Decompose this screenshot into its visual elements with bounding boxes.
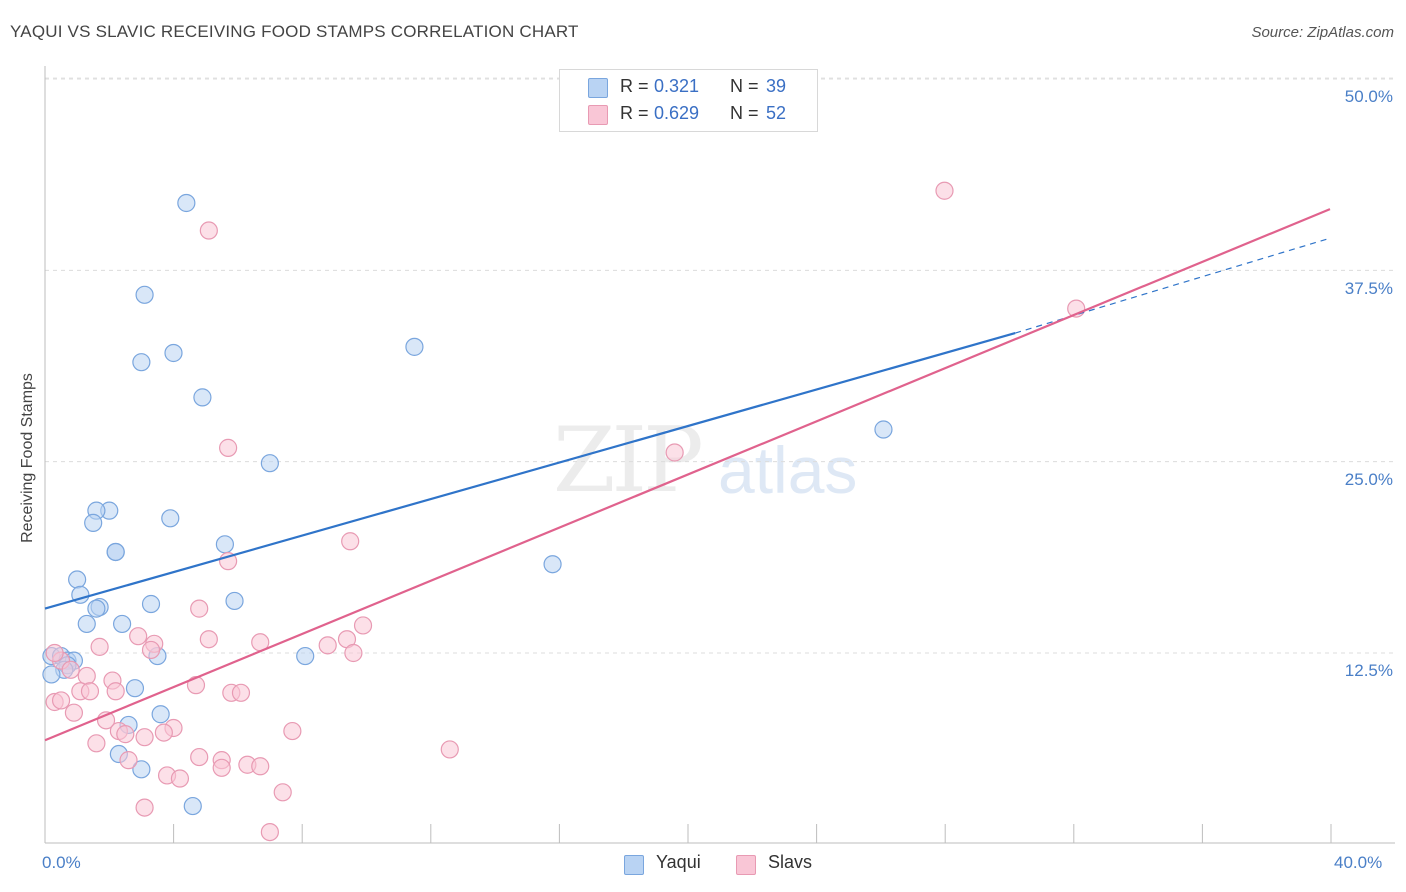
yaqui-point (132, 353, 151, 372)
yaqui-swatch-icon (624, 855, 644, 875)
yaqui-point (296, 646, 315, 666)
slavs-point (116, 725, 135, 744)
slavs-point (135, 728, 154, 747)
yaqui-point (132, 760, 151, 779)
r-label: R = (620, 103, 649, 123)
yaqui-point (68, 570, 87, 589)
slavs-point (61, 660, 80, 679)
slavs-point (231, 683, 251, 702)
yaqui-point (87, 599, 106, 618)
slavs-point (935, 181, 954, 200)
slavs-point (212, 758, 231, 777)
yaqui-point (106, 542, 125, 562)
slavs-point (190, 599, 209, 618)
x-tick-label: 40.0% (1334, 853, 1383, 872)
slavs-point (129, 627, 148, 646)
slavs-point (64, 703, 84, 722)
n-label: N = (730, 103, 759, 123)
slavs-swatch-icon (736, 855, 756, 875)
y-tick-label: 12.5% (1344, 661, 1393, 680)
chart-title: YAQUI VS SLAVIC RECEIVING FOOD STAMPS CO… (10, 22, 579, 41)
n-value: 52 (766, 103, 787, 123)
yaqui-point (177, 193, 196, 213)
slavs-point (90, 637, 109, 656)
watermark-atlas: atlas (718, 433, 858, 507)
slavs-swatch-icon (588, 105, 608, 125)
slavs-point (141, 640, 161, 660)
r-label: R = (620, 76, 649, 96)
slavs-point (251, 757, 270, 776)
yaqui-swatch-icon (588, 78, 608, 98)
yaqui-point (135, 285, 154, 304)
yaqui-point (141, 594, 161, 614)
slavs-point (190, 747, 209, 767)
slavs-point (199, 630, 218, 649)
slavs-point (440, 740, 459, 759)
slavs-point (318, 636, 337, 655)
yaqui-point (215, 535, 234, 554)
n-label: N = (730, 76, 759, 96)
r-value: 0.321 (654, 76, 700, 96)
yaqui-point (84, 513, 103, 532)
slavs-point (260, 822, 279, 842)
yaqui-point (125, 679, 145, 698)
yaqui-point (543, 555, 562, 574)
slavs-point (119, 751, 138, 770)
y-tick-label: 50.0% (1344, 87, 1393, 106)
yaqui-point (77, 614, 96, 634)
slavs-point (283, 721, 302, 741)
slavs-point (344, 643, 363, 663)
slavs-point (353, 616, 373, 635)
x-tick-label: 0.0% (42, 853, 81, 872)
slavs-point (51, 691, 71, 710)
slavs-point (106, 682, 125, 701)
legend-label: Slavs (768, 852, 813, 872)
yaqui-point (405, 337, 424, 356)
slavs-point (154, 723, 173, 742)
yaqui-point (225, 591, 244, 611)
slavs-point (87, 734, 106, 753)
slavs-point (135, 798, 154, 817)
legend-label: Yaqui (656, 852, 701, 872)
stats-legend-row-slavs: R = 0.629 N = 52 (560, 101, 817, 127)
yaqui-point (260, 454, 279, 473)
yaqui-point (183, 796, 202, 816)
slavs-point (199, 221, 218, 240)
slavs-point (186, 676, 206, 695)
yaqui-point (164, 343, 183, 363)
yaqui-point (151, 705, 170, 724)
yaqui-trend-line (44, 332, 1016, 610)
slavs-point (341, 532, 360, 551)
y-tick-label: 25.0% (1344, 470, 1393, 489)
slavs-point (273, 783, 292, 802)
slavs-point (45, 643, 64, 663)
yaqui-point (193, 388, 212, 407)
yaqui-point (42, 665, 61, 684)
stats-legend: R = 0.321 N = 39 R = 0.629 N = 52 (559, 69, 818, 132)
source-label: Source: ZipAtlas.com (1251, 24, 1394, 41)
yaqui-point (112, 614, 132, 634)
yaqui-point (874, 420, 893, 439)
slavs-point (170, 769, 190, 788)
slavs-point (80, 682, 100, 701)
n-value: 39 (766, 76, 787, 96)
y-tick-label: 37.5% (1344, 279, 1393, 298)
r-value: 0.629 (654, 103, 700, 123)
yaqui-point (161, 509, 180, 528)
slavs-point (219, 438, 238, 457)
stats-legend-row-yaqui: R = 0.321 N = 39 (560, 74, 817, 100)
slavs-trend-line (44, 208, 1331, 742)
slavs-point (665, 443, 684, 462)
slavs-point (77, 666, 96, 686)
